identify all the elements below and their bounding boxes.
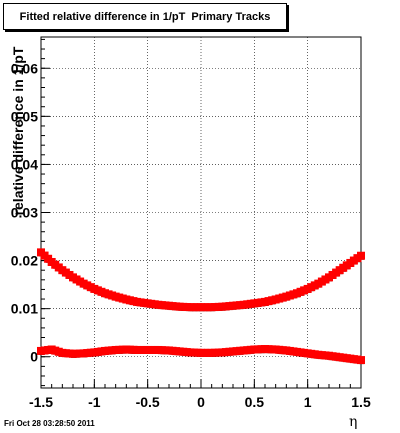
- x-axis-label: η: [349, 414, 358, 430]
- y-tick-label: 0.04: [11, 156, 38, 172]
- y-tick-label: 0.01: [11, 301, 38, 317]
- x-tick-label: 0: [197, 394, 205, 410]
- x-tick-label: -1: [88, 394, 101, 410]
- y-tick-label: 0.06: [11, 60, 38, 76]
- x-tick-label: -0.5: [136, 394, 160, 410]
- x-tick-label: 0.5: [245, 394, 265, 410]
- y-tick-label: 0.03: [11, 205, 38, 221]
- y-tick-label: 0.05: [11, 108, 38, 124]
- data-point: [357, 356, 365, 365]
- x-tick-label: -1.5: [29, 394, 53, 410]
- y-tick-label: 0.02: [11, 253, 38, 269]
- y-tick-label: 0: [30, 349, 38, 365]
- y-axis-label: relative difference in 1/pT: [10, 46, 26, 216]
- chart-title: Fitted relative difference in 1/pT Prima…: [3, 3, 287, 30]
- timestamp-footer: Fri Oct 28 03:28:50 2011: [4, 419, 95, 428]
- data-point: [357, 251, 365, 260]
- x-tick-label: 1.5: [351, 394, 371, 410]
- x-tick-label: 1: [304, 394, 312, 410]
